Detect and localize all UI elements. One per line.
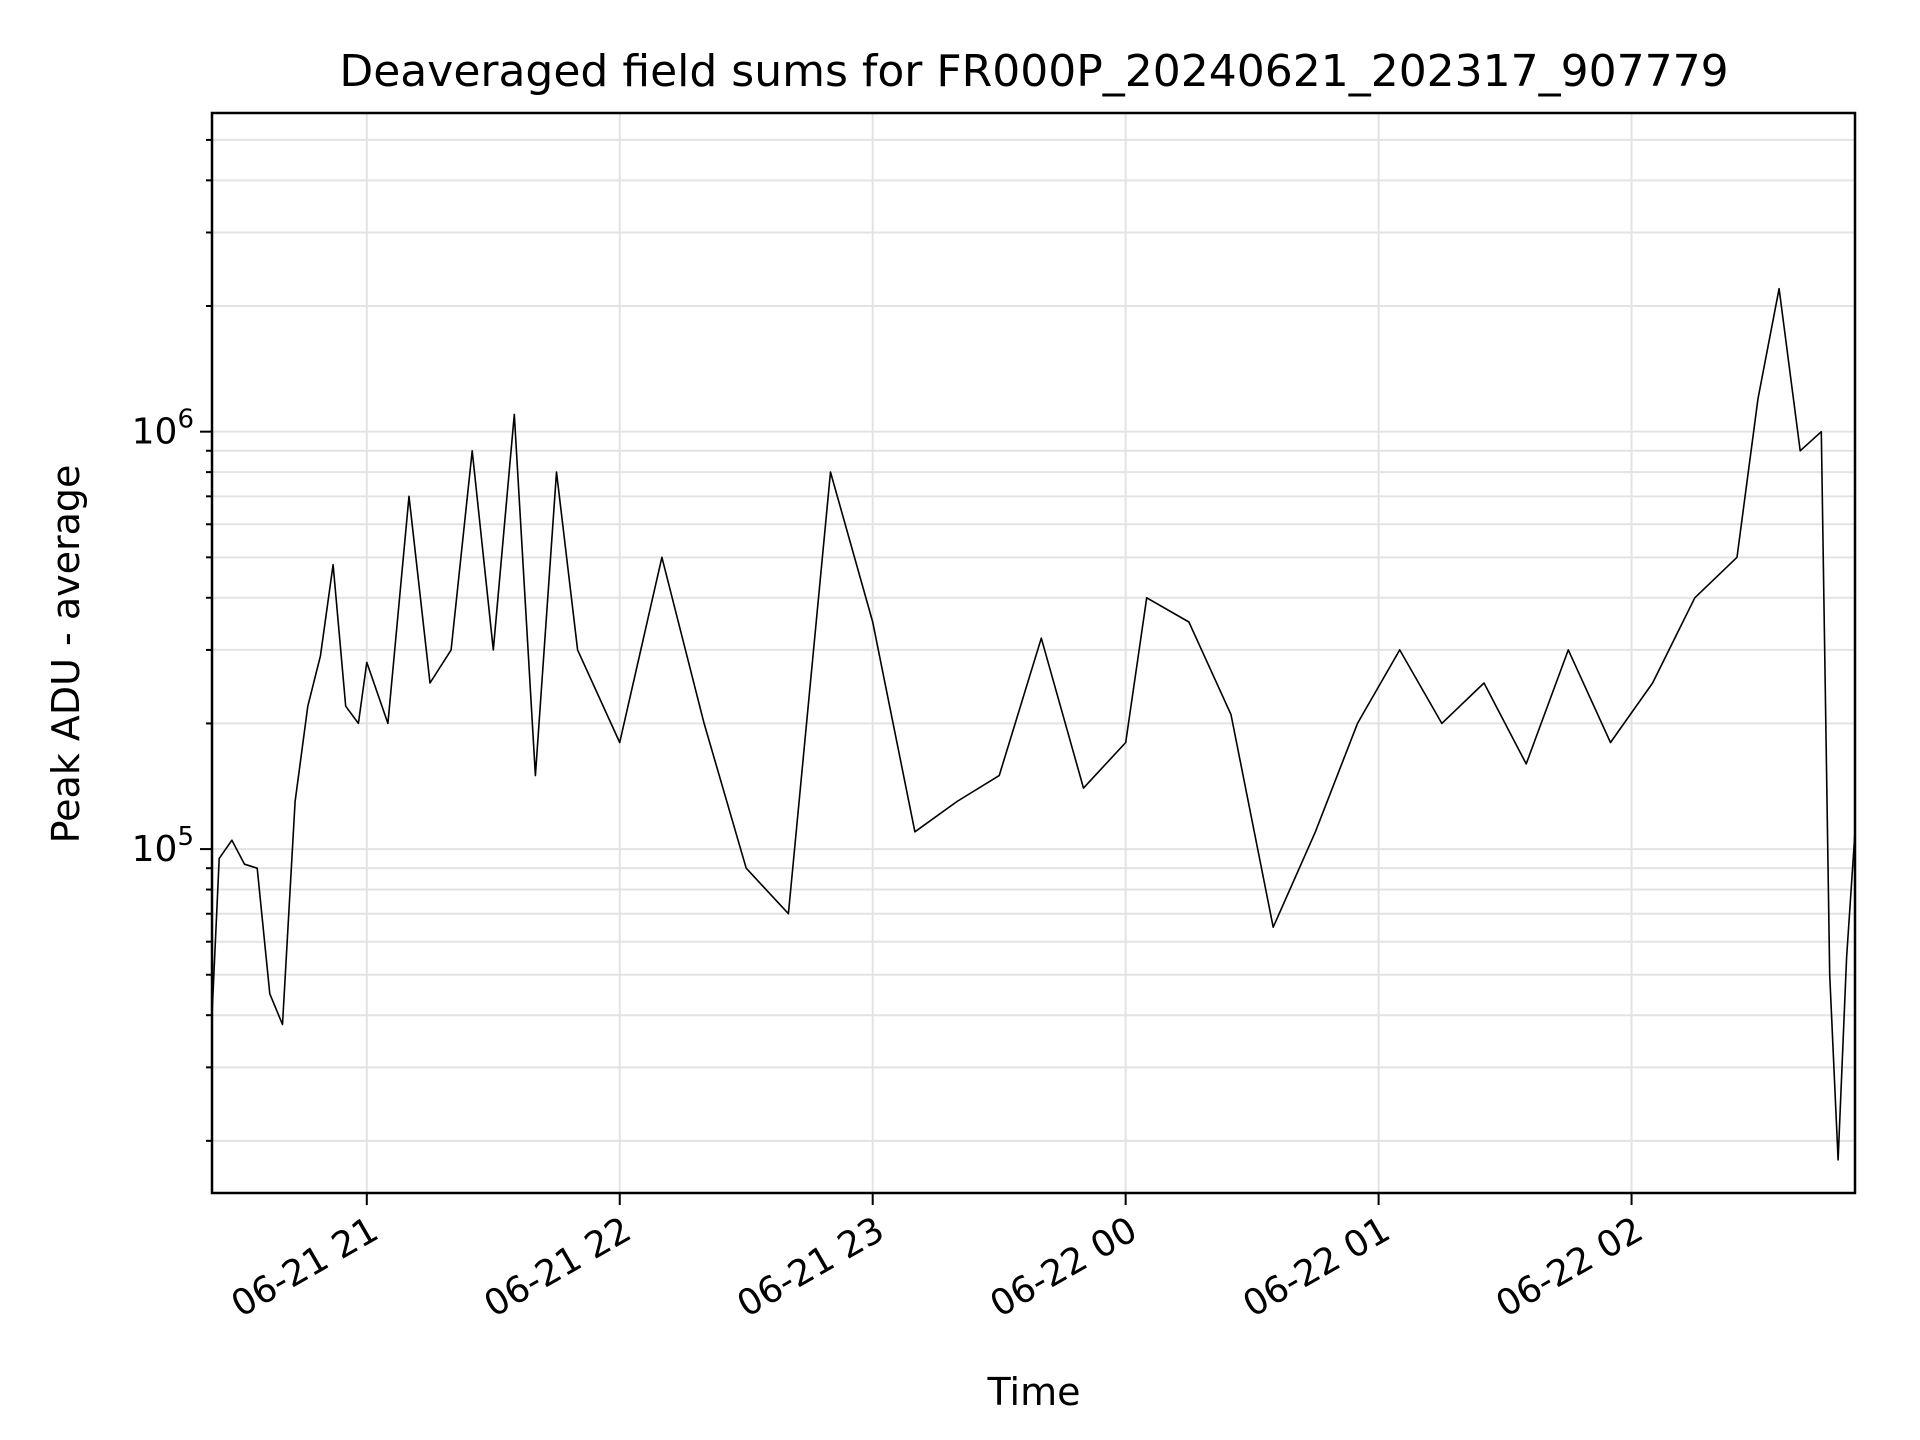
x-tick-label: 06-21 22 [478, 1209, 639, 1325]
y-tick-label: 105 [132, 822, 194, 870]
plot-frame [210, 111, 1857, 1195]
grid [212, 113, 1855, 1193]
x-tick-label: 06-21 23 [731, 1209, 892, 1325]
series-line [211, 287, 1856, 1161]
x-tick-label: 06-22 01 [1236, 1209, 1397, 1325]
x-axis-label: Time [987, 1370, 1081, 1414]
y-axis: 105 106 [132, 138, 212, 1142]
x-tick-label: 06-22 00 [983, 1209, 1144, 1325]
x-axis: 06-21 21 06-21 22 06-21 23 06-22 00 06-22 01… [225, 1193, 1650, 1326]
x-tick-label: 06-21 21 [225, 1209, 386, 1325]
y-tick-label: 106 [132, 405, 194, 453]
y-axis-label: Peak ADU - average [44, 465, 88, 844]
chart-title: Deaveraged field sums for FR000P_2024062… [339, 46, 1728, 97]
x-tick-label: 06-22 02 [1489, 1209, 1650, 1325]
